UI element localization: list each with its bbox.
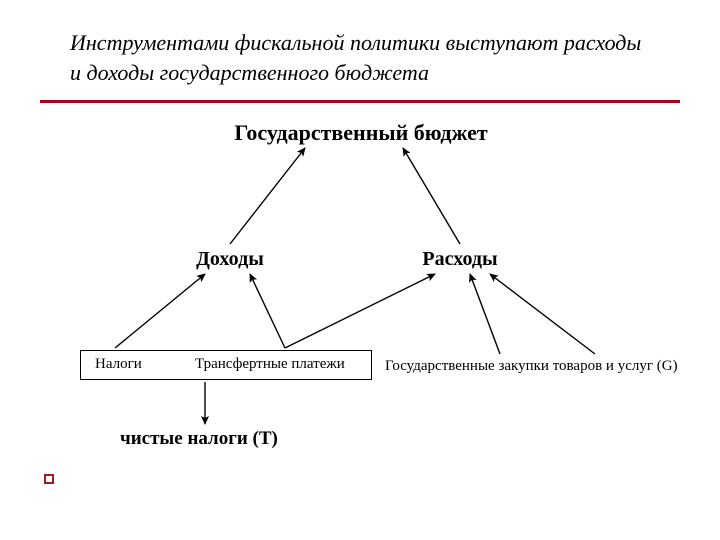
slide-title: Инструментами фискальной политики выступ…: [70, 28, 650, 87]
node-gov_purch: Государственные закупки товаров и услуг …: [385, 358, 678, 375]
node-expense: Расходы: [422, 248, 497, 271]
node-income: Доходы: [196, 248, 264, 271]
edge: [490, 274, 595, 354]
edge: [115, 274, 205, 348]
diagram-arrows: [55, 108, 667, 448]
edge: [403, 148, 460, 244]
budget-diagram: Государственный бюджет Доходы Расходы Налог…: [55, 108, 667, 448]
edge: [250, 274, 285, 348]
slide: Инструментами фискальной политики выступ…: [0, 0, 720, 540]
bullet-marker: [44, 474, 54, 484]
edge: [285, 274, 435, 348]
node-transfer: Трансфертные платежи: [195, 356, 345, 373]
node-root: Государственный бюджет: [234, 120, 487, 146]
title-underline: [40, 100, 680, 103]
node-taxes: Налоги: [95, 356, 142, 373]
edge: [470, 274, 500, 354]
edge: [230, 148, 305, 244]
node-net_tax: чистые налоги (Т): [120, 428, 278, 450]
